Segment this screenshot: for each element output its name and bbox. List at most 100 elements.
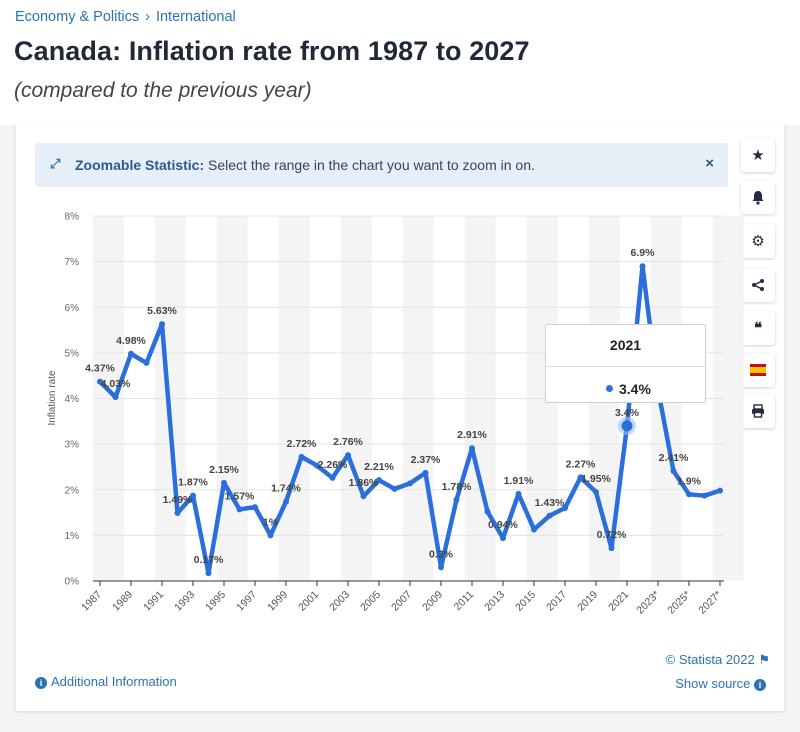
data-point[interactable] bbox=[469, 445, 475, 452]
data-label: 1.43% bbox=[535, 497, 565, 509]
language-button[interactable] bbox=[741, 353, 775, 387]
data-label: 2.21% bbox=[364, 461, 394, 473]
data-label: 1.78% bbox=[442, 481, 472, 493]
data-label: 4.03% bbox=[101, 378, 131, 390]
tooltip-series-dot bbox=[606, 385, 613, 392]
breadcrumb-separator: › bbox=[145, 9, 150, 25]
data-label: 2.41% bbox=[659, 452, 689, 464]
data-point[interactable] bbox=[159, 321, 165, 328]
y-tick-label: 6% bbox=[65, 303, 80, 314]
cite-button[interactable]: ❝ bbox=[741, 311, 775, 345]
data-label: 2.26% bbox=[318, 459, 348, 471]
additional-information-label: Additional Information bbox=[51, 674, 177, 689]
bell-icon bbox=[752, 190, 764, 205]
data-point[interactable] bbox=[391, 485, 398, 492]
data-point[interactable] bbox=[621, 420, 633, 432]
data-point[interactable] bbox=[298, 453, 305, 460]
close-icon[interactable]: × bbox=[705, 155, 714, 172]
data-point[interactable] bbox=[453, 496, 460, 503]
data-point[interactable] bbox=[701, 492, 708, 499]
page-subtitle: (compared to the previous year) bbox=[14, 79, 312, 102]
data-point[interactable] bbox=[422, 469, 429, 476]
data-point[interactable] bbox=[221, 479, 227, 486]
data-point[interactable] bbox=[283, 498, 289, 505]
data-point[interactable] bbox=[112, 394, 119, 401]
data-label: 2.27% bbox=[566, 458, 596, 470]
y-tick-label: 0% bbox=[65, 577, 80, 588]
data-point[interactable] bbox=[97, 378, 103, 385]
tooltip-year: 2021 bbox=[609, 337, 642, 353]
data-point[interactable] bbox=[360, 493, 367, 500]
y-tick-label: 3% bbox=[65, 440, 80, 451]
favorite-button[interactable]: ★ bbox=[741, 138, 775, 172]
share-button[interactable] bbox=[741, 268, 775, 302]
data-label: 0.94% bbox=[488, 519, 518, 531]
data-point[interactable] bbox=[577, 474, 584, 481]
data-point[interactable] bbox=[438, 564, 444, 571]
flag-spain-icon bbox=[750, 364, 766, 376]
data-point[interactable] bbox=[205, 570, 212, 577]
data-point[interactable] bbox=[500, 535, 506, 542]
y-tick-label: 8% bbox=[65, 212, 80, 223]
data-point[interactable] bbox=[314, 462, 320, 469]
data-point[interactable] bbox=[593, 489, 599, 496]
data-point[interactable] bbox=[717, 487, 723, 494]
data-point[interactable] bbox=[686, 491, 692, 498]
data-label: 6.9% bbox=[631, 247, 656, 259]
info-icon: i bbox=[754, 678, 766, 691]
data-label: 0.3% bbox=[429, 548, 454, 560]
data-point[interactable] bbox=[143, 359, 150, 366]
data-point[interactable] bbox=[190, 492, 196, 499]
x-tick-label: 1997 bbox=[234, 589, 259, 614]
data-label: 1.74% bbox=[271, 483, 301, 495]
data-label: 1.91% bbox=[504, 475, 534, 487]
x-tick-label: 2003 bbox=[327, 589, 352, 614]
data-point[interactable] bbox=[267, 532, 274, 539]
expand-icon: ⤢ bbox=[50, 156, 61, 171]
data-label: 1.86% bbox=[349, 477, 379, 489]
data-label: 0.72% bbox=[597, 529, 627, 541]
data-point[interactable] bbox=[670, 468, 677, 475]
data-label: 3.4% bbox=[615, 407, 640, 419]
x-tick-label: 2019 bbox=[575, 589, 600, 614]
x-tick-label: 1999 bbox=[265, 589, 290, 614]
zoom-banner-bold: Zoomable Statistic: bbox=[75, 157, 205, 173]
data-point[interactable] bbox=[329, 474, 336, 481]
breadcrumb-economy-politics[interactable]: Economy & Politics bbox=[15, 9, 140, 25]
x-tick-label: 2023* bbox=[634, 589, 662, 617]
show-source-link[interactable]: Show source i bbox=[675, 676, 770, 691]
data-point[interactable] bbox=[515, 490, 522, 497]
data-label: 2.72% bbox=[287, 438, 317, 450]
data-point[interactable] bbox=[531, 526, 537, 533]
x-tick-label: 2017 bbox=[544, 589, 569, 614]
gear-icon: ⚙ bbox=[751, 233, 765, 250]
notification-button[interactable] bbox=[741, 180, 775, 214]
data-point[interactable] bbox=[252, 504, 258, 511]
breadcrumb-international[interactable]: International bbox=[155, 9, 236, 25]
flag-icon: ⚑ bbox=[758, 652, 770, 667]
y-axis-label: Inflation rate bbox=[47, 370, 58, 425]
data-point[interactable] bbox=[345, 452, 351, 459]
data-point[interactable] bbox=[128, 350, 134, 357]
data-point[interactable] bbox=[407, 480, 413, 487]
header: Economy & Politics › International Canada:… bbox=[0, 0, 800, 125]
data-label: 2.37% bbox=[411, 454, 441, 466]
data-point[interactable] bbox=[639, 263, 646, 270]
data-point[interactable] bbox=[562, 505, 568, 511]
x-tick-label: 2007 bbox=[389, 589, 414, 614]
data-point[interactable] bbox=[376, 477, 382, 484]
copyright-link[interactable]: © Statista 2022 ⚑ bbox=[666, 652, 770, 668]
x-tick-label: 2013 bbox=[482, 589, 507, 614]
settings-button[interactable]: ⚙ bbox=[741, 224, 775, 258]
data-point[interactable] bbox=[236, 506, 243, 513]
tooltip: 2021 3.4% bbox=[545, 324, 706, 403]
print-button[interactable] bbox=[741, 394, 775, 428]
data-point[interactable] bbox=[546, 512, 553, 519]
data-point[interactable] bbox=[608, 545, 615, 552]
x-tick-label: 1987 bbox=[79, 589, 104, 614]
data-point[interactable] bbox=[484, 508, 491, 515]
additional-information-link[interactable]: i Additional Information bbox=[35, 674, 177, 689]
data-labels: 4.37% 4.03% 4.98% 5.63% 1.49% 1.87% 0.17% 2.15%… bbox=[85, 247, 702, 566]
data-point[interactable] bbox=[174, 510, 181, 517]
x-tick-label: 2021 bbox=[606, 589, 631, 614]
